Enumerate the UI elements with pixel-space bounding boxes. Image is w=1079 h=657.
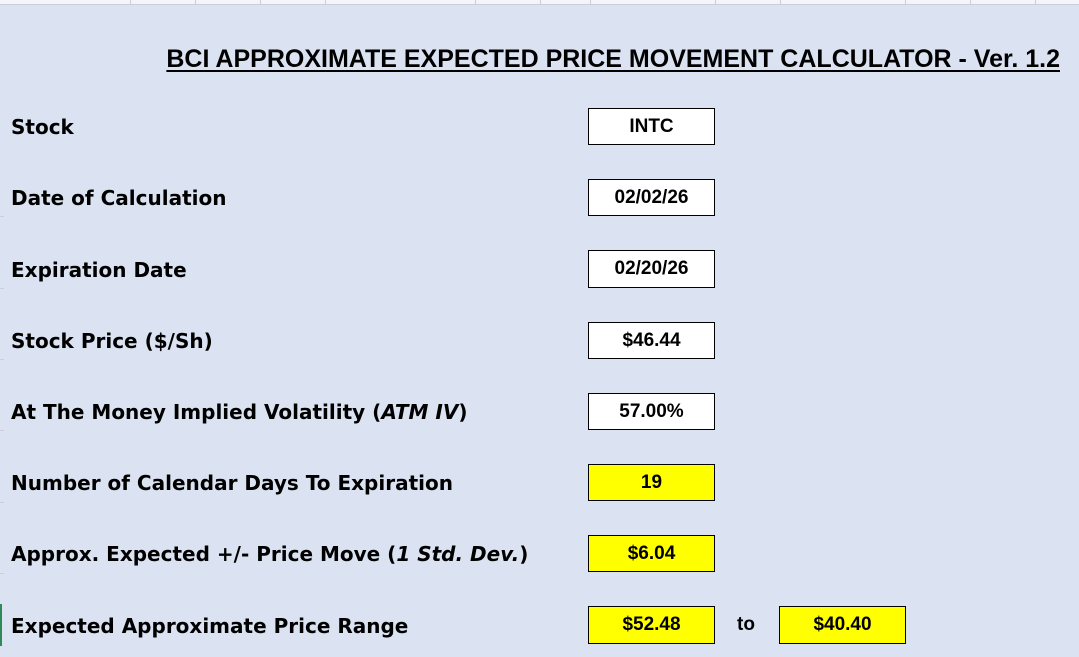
atm-iv-input-cell[interactable]: 57.00% [588,393,715,430]
expiration-date-label: Expiration Date [11,258,187,282]
calculator-title: BCI APPROXIMATE EXPECTED PRICE MOVEMENT … [0,45,1060,74]
days-to-expiration-output-cell[interactable]: 19 [588,464,715,501]
atm-iv-label-suffix: ) [458,400,467,424]
atm-iv-label: At The Money Implied Volatility (ATM IV) [11,400,467,424]
expected-move-label-suffix: ) [519,542,528,566]
expiration-date-input-cell[interactable]: 02/20/26 [588,250,715,288]
column-divider [325,0,326,4]
atm-iv-label-italic: ATM IV [381,400,458,424]
row-divider [0,430,4,431]
active-row-marker [0,604,2,646]
stock-label: Stock [11,115,74,139]
days-to-expiration-label: Number of Calendar Days To Expiration [11,471,453,495]
price-range-low-cell[interactable]: $40.40 [779,606,906,644]
expected-move-label: Approx. Expected +/- Price Move (1 Std. … [11,542,528,566]
column-divider [715,0,716,4]
column-divider [970,0,971,4]
row-divider [0,359,4,360]
stock-input-cell[interactable]: INTC [588,108,715,145]
column-divider [780,0,781,4]
row-divider [0,502,4,503]
expected-move-label-prefix: Approx. Expected +/- Price Move ( [11,542,396,566]
row-divider [0,288,4,289]
price-range-connector: to [737,614,755,636]
price-range-high-cell[interactable]: $52.48 [588,606,715,644]
expected-move-output-cell[interactable]: $6.04 [588,535,715,572]
stock-price-input-cell[interactable]: $46.44 [588,322,715,359]
column-divider [260,0,261,4]
column-divider [1035,0,1036,4]
expected-move-label-italic: 1 Std. Dev. [396,542,519,566]
date-of-calculation-label: Date of Calculation [11,186,226,210]
price-range-label: Expected Approximate Price Range [11,614,408,638]
date-of-calculation-input-cell[interactable]: 02/02/26 [588,179,715,216]
column-divider [540,0,541,4]
row-divider [0,216,4,217]
column-divider [130,0,131,4]
column-divider [590,0,591,4]
column-divider [195,0,196,4]
column-divider [905,0,906,4]
column-divider [475,0,476,4]
stock-price-label: Stock Price ($/Sh) [11,329,213,353]
row-divider [0,573,4,574]
atm-iv-label-prefix: At The Money Implied Volatility ( [11,400,381,424]
